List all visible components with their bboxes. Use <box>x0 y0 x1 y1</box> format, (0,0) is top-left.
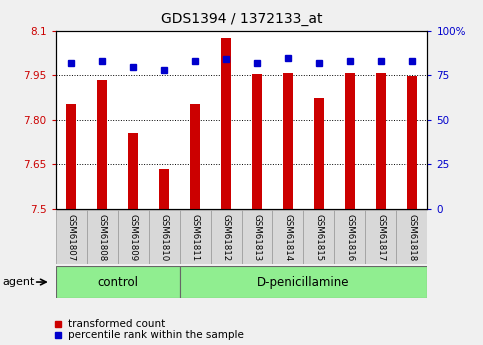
Text: D-penicillamine: D-penicillamine <box>257 276 350 288</box>
Text: agent: agent <box>2 277 35 287</box>
Bar <box>366 210 397 264</box>
Bar <box>97 80 107 209</box>
Bar <box>407 76 417 209</box>
Bar <box>221 38 231 209</box>
Text: GSM61814: GSM61814 <box>284 214 293 261</box>
Text: GSM61813: GSM61813 <box>253 214 261 261</box>
Bar <box>128 133 139 209</box>
Text: GSM61811: GSM61811 <box>190 214 199 261</box>
Bar <box>56 210 86 264</box>
Bar <box>242 210 272 264</box>
Text: GSM61818: GSM61818 <box>408 214 416 261</box>
Bar <box>303 210 334 264</box>
Bar <box>283 73 293 209</box>
Text: control: control <box>97 276 138 288</box>
Text: percentile rank within the sample: percentile rank within the sample <box>68 330 243 339</box>
Bar <box>117 210 149 264</box>
Text: GSM61808: GSM61808 <box>98 214 107 261</box>
Text: transformed count: transformed count <box>68 319 165 329</box>
Bar <box>158 169 170 209</box>
Bar <box>190 104 200 209</box>
Bar <box>376 72 386 209</box>
Bar <box>86 210 117 264</box>
Bar <box>180 210 211 264</box>
Bar <box>149 210 180 264</box>
Bar <box>334 210 366 264</box>
Bar <box>211 210 242 264</box>
Text: GSM61810: GSM61810 <box>159 214 169 261</box>
Bar <box>56 266 180 298</box>
Bar <box>397 210 427 264</box>
Text: GSM61807: GSM61807 <box>67 214 75 261</box>
Text: GSM61815: GSM61815 <box>314 214 324 261</box>
Bar <box>313 98 325 209</box>
Bar <box>66 104 76 209</box>
Text: GSM61817: GSM61817 <box>376 214 385 261</box>
Text: GSM61812: GSM61812 <box>222 214 230 261</box>
Bar <box>272 210 303 264</box>
Text: GSM61816: GSM61816 <box>345 214 355 261</box>
Text: GDS1394 / 1372133_at: GDS1394 / 1372133_at <box>161 12 322 26</box>
Text: GSM61809: GSM61809 <box>128 214 138 261</box>
Bar <box>180 266 427 298</box>
Bar <box>252 74 262 209</box>
Bar <box>344 73 355 209</box>
